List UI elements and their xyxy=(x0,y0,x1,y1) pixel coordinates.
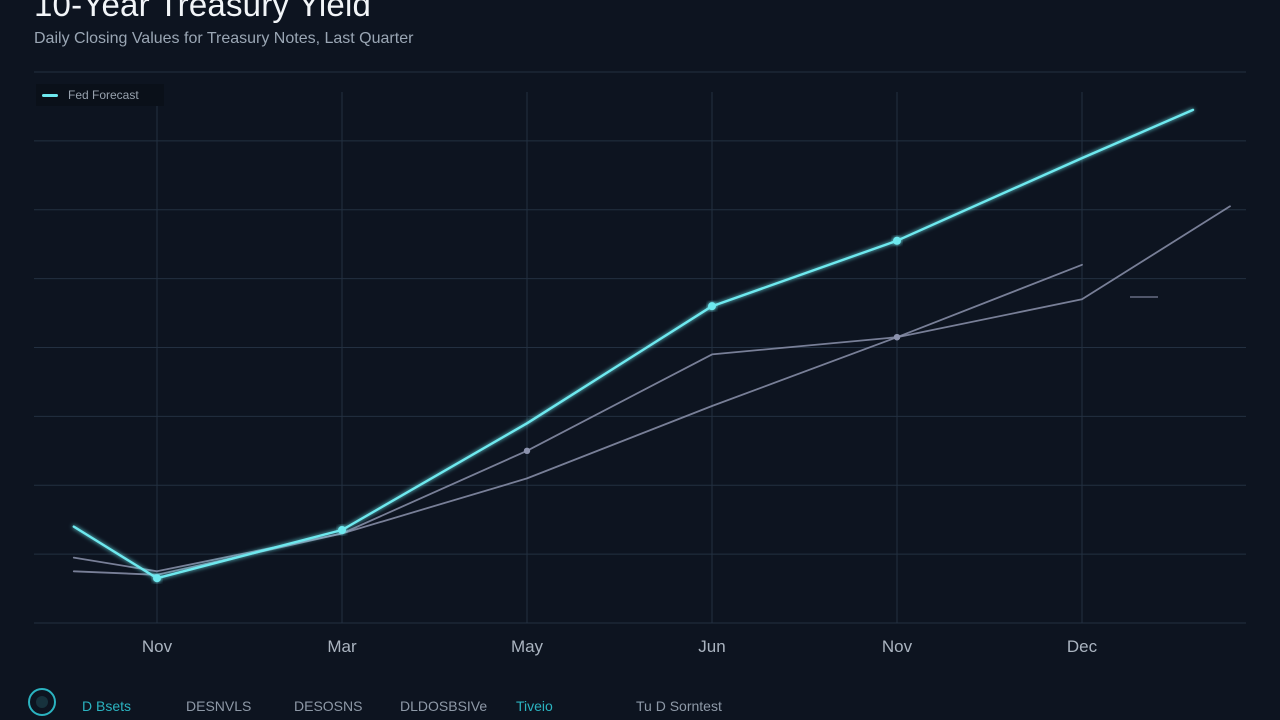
data-point xyxy=(153,574,161,583)
data-point xyxy=(893,333,901,341)
x-tick-label: Dec xyxy=(1067,637,1098,656)
x-tick-label: Nov xyxy=(142,637,173,656)
legend-swatch xyxy=(42,93,58,97)
footer-bar: D Bsets DESNVLS DESOSNS DLDOSBSIVe Tivei… xyxy=(0,688,1280,720)
chart-subtitle: Daily Closing Values for Treasury Notes,… xyxy=(34,30,414,47)
x-tick-label: Nov xyxy=(882,637,913,656)
footer-item[interactable]: Tiveio xyxy=(516,698,553,714)
footer-item[interactable]: DLDOSBSIVe xyxy=(400,698,488,714)
legend-label: Fed Forecast xyxy=(68,88,139,102)
x-tick-label: May xyxy=(511,637,544,656)
data-point xyxy=(338,526,346,535)
data-point xyxy=(893,236,901,245)
footer-item[interactable]: DESNVLS xyxy=(186,698,252,714)
footer-item[interactable]: DESOSNS xyxy=(294,698,363,714)
footer-item[interactable]: Tu D Sorntest xyxy=(636,698,722,714)
series-line xyxy=(72,108,1195,580)
chart-title: 10-Year Treasury Yield xyxy=(34,0,372,23)
chart-legend: Fed Forecast xyxy=(36,84,164,106)
data-point xyxy=(523,447,531,455)
series-line xyxy=(72,205,1231,573)
data-point xyxy=(708,302,716,311)
x-tick-label: Mar xyxy=(327,637,357,656)
x-tick-label: Jun xyxy=(698,637,725,656)
footer-item[interactable]: D Bsets xyxy=(82,698,132,714)
series-line xyxy=(72,263,1083,576)
logo-icon xyxy=(28,688,56,716)
